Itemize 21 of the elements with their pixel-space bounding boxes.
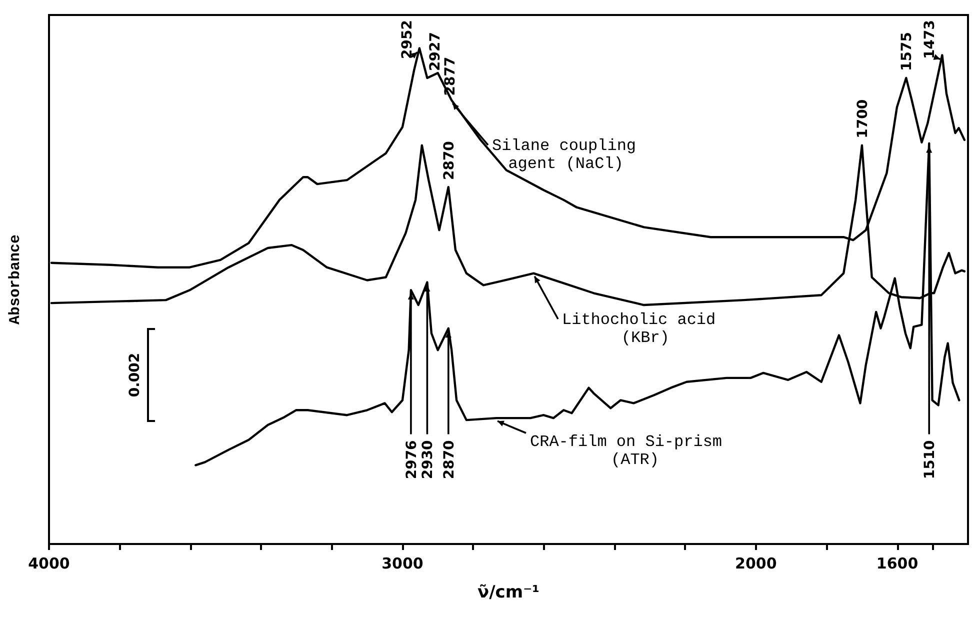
annotation: 1700 <box>854 99 871 138</box>
annotation: 2870 <box>441 140 458 180</box>
series-label: Lithocholic acid (KBr) <box>562 311 716 347</box>
annotation: 2870 <box>441 440 458 480</box>
annotation: 2927 <box>427 32 444 71</box>
series-label: Silane coupling agent (NaCl) <box>492 137 636 173</box>
x-tick-label: 4000 <box>28 554 70 572</box>
annotation: 2952 <box>399 20 416 59</box>
x-tick-label: 3000 <box>382 554 424 572</box>
series-label: CRA-film on Si-prism (ATR) <box>530 433 722 469</box>
x-tick-label: 2000 <box>735 554 777 572</box>
annotation: 2930 <box>420 440 436 480</box>
x-tick-label: 1600 <box>876 554 918 572</box>
x-axis-title: ν̃/cm⁻¹ <box>478 582 540 602</box>
y-axis-title: Absorbance <box>7 234 24 325</box>
annotation: 1473 <box>922 20 938 59</box>
annotation: 1510 <box>922 440 938 480</box>
annotation: 1575 <box>899 32 916 71</box>
annotation: 0.002 <box>127 352 143 398</box>
annotation: 2877 <box>442 56 458 96</box>
annotation: 2976 <box>404 440 420 480</box>
